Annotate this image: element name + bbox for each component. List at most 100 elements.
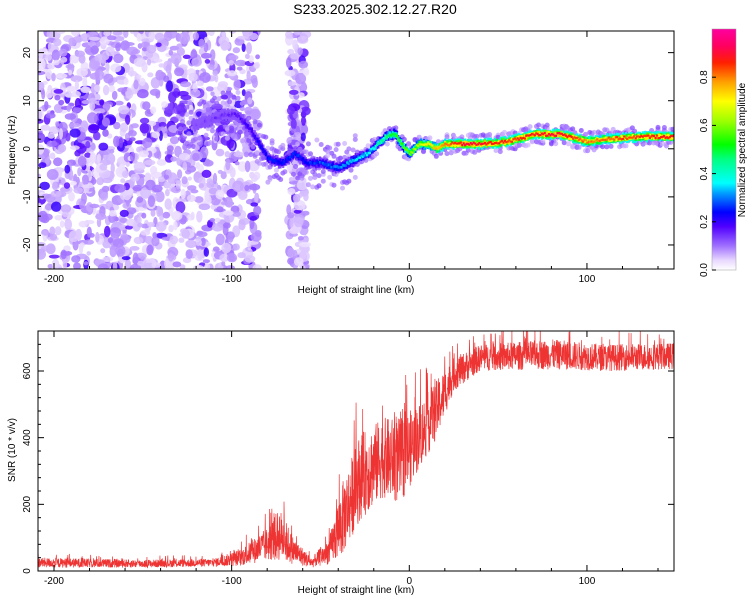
noise-blob	[180, 81, 191, 88]
ridge-mark	[584, 139, 587, 142]
noise-blob	[88, 123, 100, 134]
ridge-mark	[567, 134, 570, 137]
noise-blob	[82, 76, 88, 88]
ridge-mark	[361, 155, 364, 158]
noise-blob	[299, 241, 311, 248]
noise-blob	[96, 153, 102, 163]
ridge-mark	[300, 158, 303, 161]
band-blob	[600, 144, 606, 150]
band-blob	[235, 95, 241, 101]
ridge-mark	[205, 120, 208, 123]
ridge-mark	[223, 113, 226, 116]
ridge-mark	[367, 151, 370, 155]
noise-blob	[151, 236, 160, 247]
noise-blob	[196, 231, 208, 238]
ridge-mark	[390, 134, 393, 137]
noise-blob	[201, 169, 212, 178]
band-blob	[527, 124, 533, 130]
noise-blob	[125, 114, 131, 126]
ridge-mark	[447, 144, 450, 147]
ridge-mark	[316, 160, 319, 168]
ridge-mark	[293, 151, 296, 154]
noise-blob	[237, 35, 249, 40]
noise-blob	[77, 167, 82, 177]
ridge-mark	[620, 134, 623, 139]
noise-blob	[197, 248, 203, 260]
band-blob	[227, 99, 232, 105]
noise-blob	[38, 242, 46, 247]
noise-blob	[129, 246, 140, 251]
ridge-mark	[377, 141, 380, 144]
noise-blob	[107, 35, 117, 41]
band-blob	[337, 155, 343, 161]
ridge-mark	[653, 135, 656, 138]
noise-blob	[300, 81, 307, 94]
band-blob	[252, 119, 258, 125]
ridge-mark	[454, 141, 457, 144]
ridge-mark	[670, 135, 673, 140]
band-blob	[352, 174, 358, 180]
noise-blob	[103, 73, 114, 84]
ridge-mark	[520, 135, 524, 139]
ridge-mark	[654, 136, 657, 140]
ridge-mark	[336, 165, 339, 168]
ridge-mark	[539, 134, 542, 137]
noise-blob	[105, 46, 115, 57]
band-blob	[220, 131, 226, 137]
noise-blob	[109, 227, 122, 239]
noise-blob	[290, 118, 297, 130]
noise-blob	[204, 263, 210, 269]
ridge-mark	[493, 141, 497, 145]
ridge-mark	[631, 134, 634, 138]
ridge-mark	[282, 162, 285, 165]
noise-blob	[190, 211, 195, 221]
noise-blob	[187, 176, 192, 181]
noise-blob	[117, 87, 128, 93]
ridge-mark	[647, 135, 650, 140]
noise-blob	[166, 145, 174, 153]
ridge-mark	[368, 148, 371, 153]
noise-blob	[83, 239, 94, 245]
noise-blob	[90, 45, 99, 55]
noise-blob	[130, 152, 135, 162]
band-blob	[203, 132, 209, 138]
noise-blob	[54, 226, 62, 236]
ridge-mark	[363, 154, 366, 157]
ridge-mark	[337, 166, 340, 169]
ridge-mark	[671, 135, 674, 138]
ridge-mark	[279, 159, 282, 164]
band-blob	[352, 137, 358, 142]
ridge-mark	[545, 134, 548, 137]
noise-blob	[38, 107, 44, 120]
band-blob	[235, 90, 241, 95]
noise-blob	[150, 171, 162, 179]
noise-blob	[178, 153, 191, 161]
ridge-mark	[418, 140, 421, 145]
noise-blob	[138, 150, 149, 158]
ridge-mark	[375, 144, 379, 147]
ridge-mark	[556, 133, 559, 138]
band-blob	[350, 147, 356, 153]
noise-blob	[147, 72, 154, 78]
ridge-mark	[501, 139, 504, 142]
noise-blob	[66, 85, 77, 92]
noise-blob	[60, 56, 68, 63]
ridge-mark	[364, 152, 367, 155]
ridge-mark	[456, 143, 460, 148]
noise-blob	[41, 89, 46, 100]
ridge-mark	[424, 143, 427, 146]
noise-blob	[70, 181, 77, 186]
ridge-mark	[644, 134, 647, 138]
band-blob	[578, 128, 584, 133]
noise-blob	[254, 193, 259, 203]
noise-blob	[175, 201, 186, 214]
noise-blob	[200, 146, 209, 159]
ridge-mark	[459, 141, 462, 144]
noise-blob	[53, 38, 62, 47]
noise-blob	[177, 169, 183, 179]
ridge-mark	[670, 134, 673, 137]
ridge-mark	[648, 136, 651, 139]
ridge-mark	[238, 114, 241, 118]
ridge-mark	[270, 158, 273, 162]
